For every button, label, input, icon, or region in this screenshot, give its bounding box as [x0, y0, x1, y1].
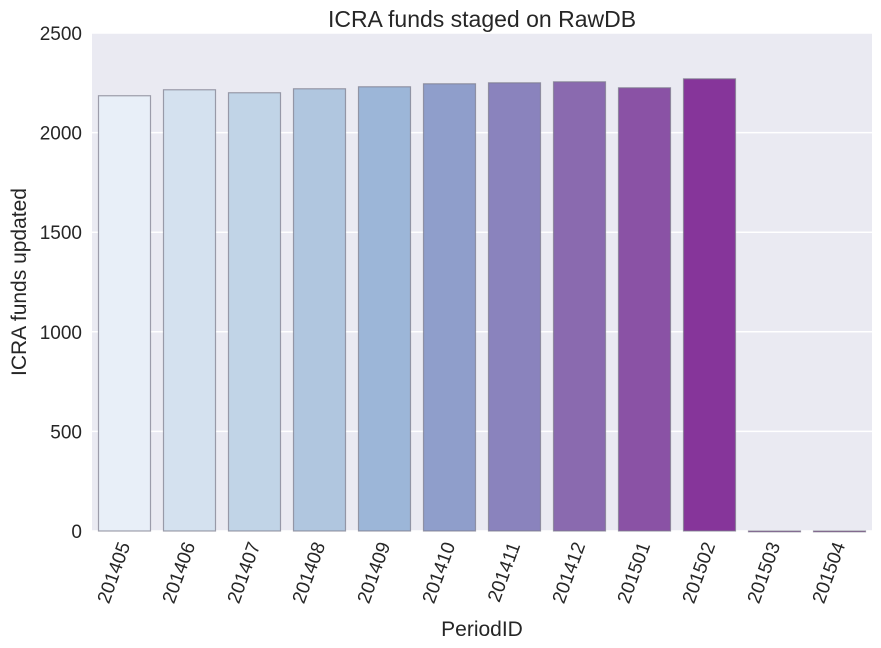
x-tick-label: 201408 [289, 540, 330, 607]
y-tick-label: 1500 [40, 223, 82, 244]
chart-title: ICRA funds staged on RawDB [328, 6, 636, 32]
bar-201406 [162, 89, 217, 532]
x-tick-label: 201411 [484, 540, 525, 605]
bar-201502 [682, 78, 737, 532]
x-tick-labels: 201405 201406 201407 201408 201409 201410 2014… [94, 539, 851, 606]
x-tick-label: 201406 [159, 540, 200, 607]
bar-201504 [812, 530, 867, 533]
x-tick-label: 201410 [419, 540, 460, 607]
x-tick-label: 201502 [679, 540, 720, 607]
y-tick-label: 2500 [40, 24, 82, 45]
plot-area [92, 33, 872, 531]
bars-group [97, 78, 867, 533]
y-tick-label: 0 [71, 522, 82, 543]
bar-201412 [552, 81, 607, 532]
y-tick-labels: 0 500 1000 1500 2000 2500 [40, 24, 82, 543]
bar-201501 [617, 87, 672, 532]
y-axis-label: ICRA funds updated [8, 188, 31, 376]
x-tick-label: 201405 [94, 540, 135, 607]
y-tick-label: 2000 [40, 124, 82, 145]
bar-201503 [747, 530, 802, 533]
x-tick-label: 201407 [224, 540, 265, 607]
bar-201411 [487, 82, 542, 532]
x-tick-label: 201412 [549, 540, 590, 607]
y-tick-label: 1000 [40, 323, 82, 344]
bar-201407 [227, 92, 282, 532]
x-tick-label: 201501 [614, 540, 655, 607]
x-tick-label: 201503 [744, 540, 785, 607]
bar-201409 [357, 86, 412, 532]
bar-201410 [422, 83, 477, 532]
bar-201405 [97, 95, 152, 532]
gridlines [92, 32, 872, 532]
x-tick-label: 201409 [354, 540, 395, 607]
x-axis-label: PeriodID [441, 618, 523, 641]
x-tick-label: 201504 [809, 539, 851, 606]
y-tick-label: 500 [50, 422, 82, 443]
bar-201408 [292, 88, 347, 532]
